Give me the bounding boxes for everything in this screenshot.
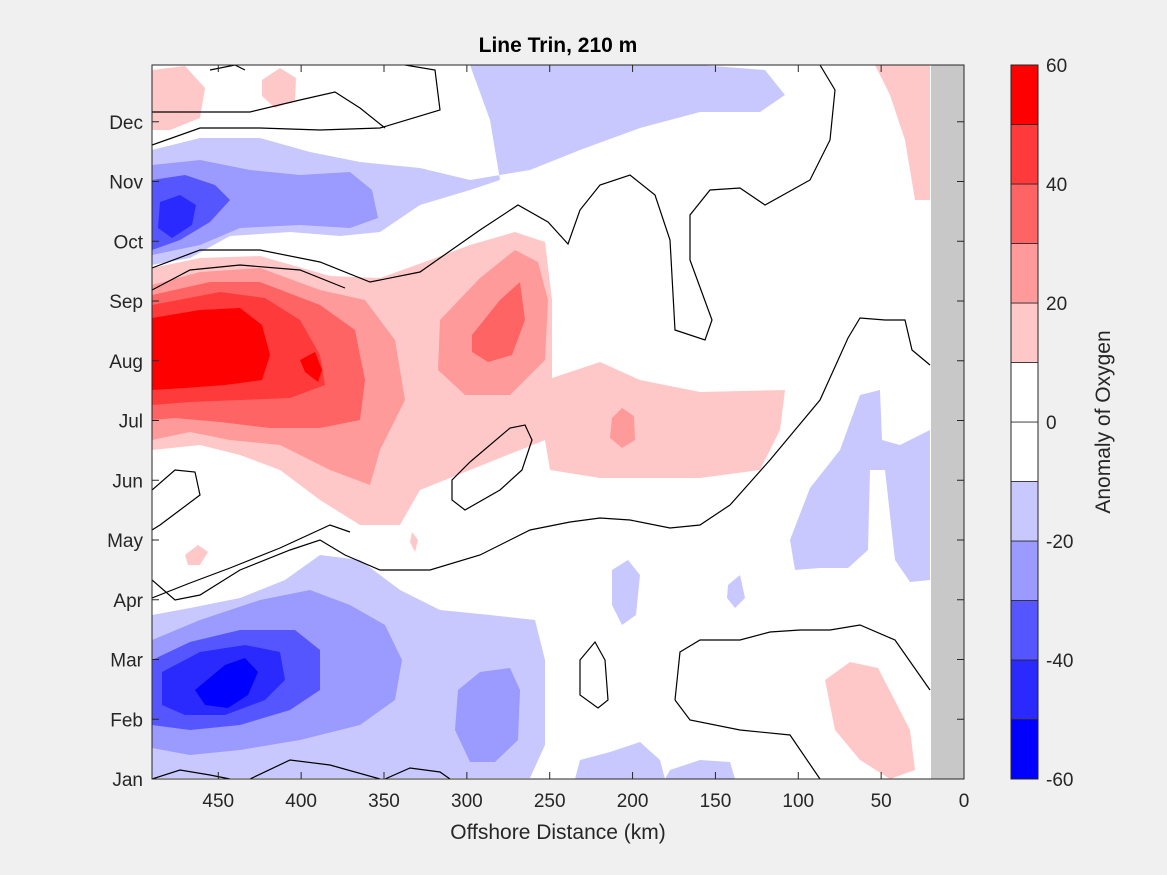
colorbar-segment: [1010, 659, 1039, 720]
colorbar-segment: [1010, 600, 1039, 661]
y-tick-label: Mar: [110, 651, 143, 672]
x-tick-label: 350: [368, 791, 400, 812]
heatmap-field: [152, 65, 964, 779]
y-axis: Jan Feb Mar Apr May Jun Jul Aug Sep Oct Nov Dec: [107, 113, 964, 791]
colorbar-label: Anomaly of Oxygen: [1092, 330, 1115, 513]
contour-mar-small: [579, 640, 609, 709]
x-tick-label: 50: [871, 791, 892, 812]
apr-blue-patch: [612, 560, 640, 625]
contour-oct: [152, 65, 836, 341]
jan-blue-bottom-2: [665, 760, 735, 779]
x-tick-label: 150: [700, 791, 732, 812]
colorbar-segment: [1010, 421, 1039, 482]
y-tick-label: Jun: [112, 471, 143, 492]
x-tick-label: 250: [534, 791, 566, 812]
colorbar-segment: [1010, 719, 1039, 780]
contour-apr: [152, 524, 351, 599]
y-tick-label: Oct: [113, 232, 143, 253]
plot-area: [151, 64, 965, 780]
y-tick-label: Feb: [110, 710, 143, 731]
contour-jan-bottom: [152, 759, 451, 779]
plot-frame: [151, 64, 965, 780]
dec-pink-left: [152, 66, 205, 130]
colorbar-tick-label: 40: [1046, 175, 1067, 196]
secondary-max-red: [472, 282, 525, 362]
colorbar-segment: [1010, 481, 1039, 542]
y-tick-label: Aug: [109, 352, 143, 373]
y-tick-label: Nov: [109, 173, 143, 194]
colorbar-segment: [1010, 540, 1039, 601]
core-max-aug: [152, 308, 270, 390]
zero-contours: [152, 65, 931, 779]
colorbar-segment: [1010, 243, 1039, 304]
y-tick-label: Apr: [113, 591, 143, 612]
contour-may: [152, 317, 931, 601]
y-tick-label: Jan: [112, 770, 143, 791]
colorbar-segment: [1010, 183, 1039, 244]
x-tick-label: 100: [782, 791, 814, 812]
contour-oct-2: [152, 264, 346, 291]
core-max-aug-2: [300, 352, 322, 382]
core-min-nov: [158, 195, 196, 238]
apr-blue-patch-2: [727, 575, 745, 608]
contour-feb-right: [674, 699, 821, 779]
colorbar-segment: [1010, 124, 1039, 185]
contour-mar-right: [674, 624, 931, 701]
colorbar-segment: [1010, 302, 1039, 363]
colorbar-segment: [1010, 362, 1039, 423]
contour-jun-left: [152, 469, 201, 531]
no-data-strip: [931, 65, 964, 779]
x-tick-label: 400: [285, 791, 317, 812]
chart-title: Line Trin, 210 m: [479, 34, 638, 57]
jan-blue-bottom: [575, 742, 665, 779]
small-pink-may: [185, 545, 208, 565]
contour-jun-center: [451, 424, 533, 511]
colorbar-segment: [1010, 64, 1039, 125]
colorbar-frame: [1010, 64, 1039, 780]
colorbar-tick-label: -20: [1046, 532, 1073, 553]
y-tick-label: Jul: [119, 412, 143, 433]
dec-pink-left-2: [262, 68, 296, 108]
x-axis: 450 400 350 300 250 200 150 100 50 0: [202, 65, 969, 812]
colorbar-tick-label: 60: [1046, 56, 1067, 77]
core-min-feb: [195, 658, 258, 708]
x-tick-label: 0: [959, 791, 970, 812]
small-pink-may-2: [410, 532, 418, 552]
colorbar: 60 40 20 0 -20 -40 -60: [1010, 56, 1073, 791]
x-tick-label: 450: [202, 791, 234, 812]
colorbar-tick-label: 20: [1046, 294, 1067, 315]
colorbar-tick-label: -40: [1046, 651, 1073, 672]
y-tick-label: May: [107, 531, 143, 552]
x-tick-label: 200: [617, 791, 649, 812]
x-tick-label: 300: [451, 791, 483, 812]
y-tick-label: Sep: [109, 292, 143, 313]
colorbar-tick-label: 0: [1046, 413, 1057, 434]
may-blue-nearshore: [790, 390, 930, 582]
feb-blue-offshore: [455, 668, 520, 762]
colorbar-tick-label: -60: [1046, 770, 1073, 791]
contour-dec: [152, 65, 441, 146]
y-tick-label: Dec: [109, 113, 143, 134]
dec-blue-top: [530, 65, 600, 100]
jul-patch: [610, 408, 635, 448]
dec-pink-nearshore: [875, 65, 930, 200]
feb-pink-nearshore: [825, 662, 915, 779]
x-axis-label: Offshore Distance (km): [450, 821, 666, 844]
